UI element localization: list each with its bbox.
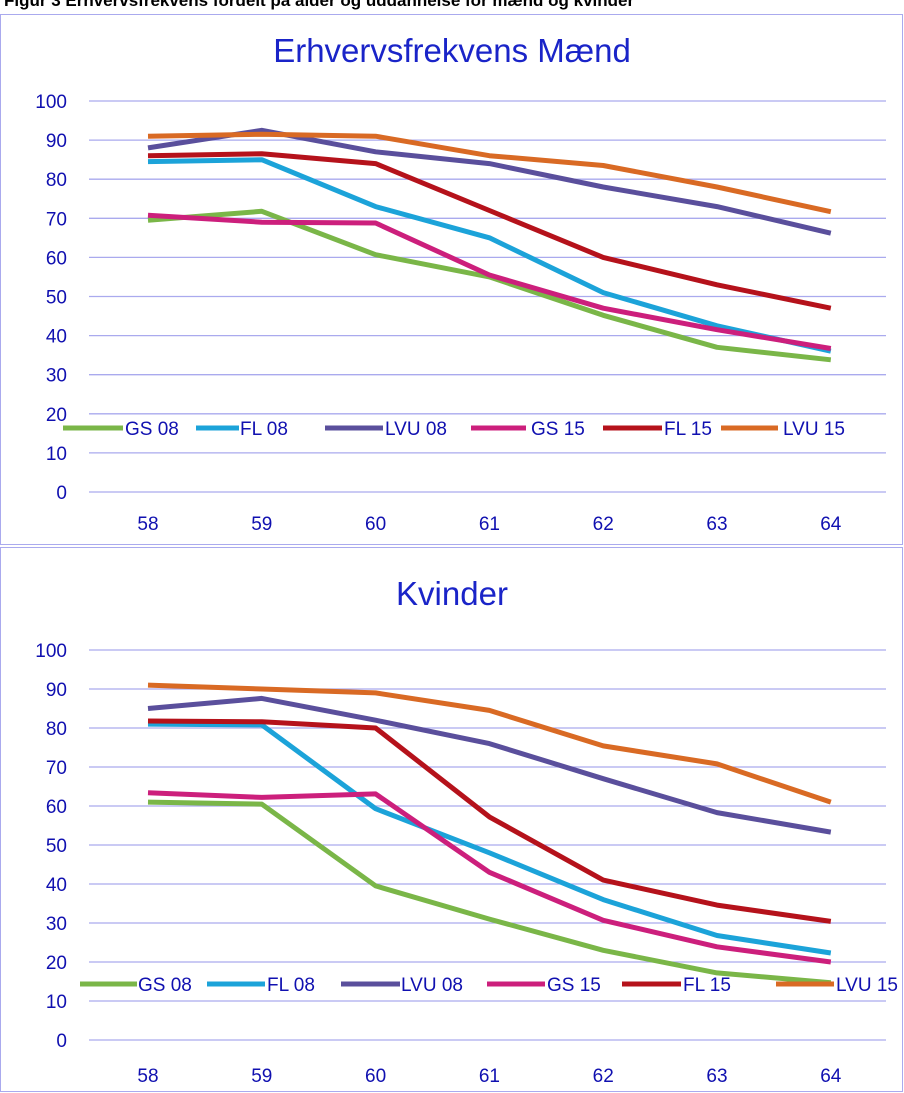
y-tick-label: 40 (46, 327, 67, 348)
legend-label-gs-15: GS 15 (531, 419, 585, 440)
y-tick-label: 70 (46, 758, 67, 779)
y-tick-label: 50 (46, 288, 67, 309)
y-tick-label: 20 (46, 405, 67, 426)
legend-label-fl-08: FL 08 (267, 975, 315, 996)
legend-label-gs-08: GS 08 (138, 975, 192, 996)
x-tick-label: 63 (706, 1066, 727, 1087)
legend-label-fl-15: FL 15 (664, 419, 712, 440)
legend-label-gs-15: GS 15 (547, 975, 601, 996)
y-tick-label: 80 (46, 170, 67, 191)
chart-men: Erhvervsfrekvens Mænd 0 10 20 30 40 50 60 70 80 90… (1, 15, 904, 546)
y-tick-label: 70 (46, 209, 67, 230)
x-tick-label: 61 (479, 514, 500, 535)
series-line-fl-15 (148, 721, 831, 921)
series-line-lvu-15 (148, 134, 831, 212)
y-tick-label: 100 (35, 641, 67, 662)
y-tick-label: 80 (46, 719, 67, 740)
x-tick-label: 61 (479, 1066, 500, 1087)
x-tick-label: 59 (251, 514, 272, 535)
x-tick-label: 59 (251, 1066, 272, 1087)
y-tick-label: 40 (46, 875, 67, 896)
x-tick-label: 64 (820, 514, 842, 535)
y-tick-label: 30 (46, 366, 67, 387)
x-tick-label: 62 (593, 514, 614, 535)
caption-fragment: Figur 3 Erhvervsfrekvens fordelt på alde… (0, 0, 904, 14)
y-tick-label: 10 (46, 992, 67, 1013)
chart-panel-women: Kvinder 0 10 20 30 40 50 60 70 80 90 100 58 59 60 61 62 6… (0, 547, 903, 1092)
series-line-fl-15 (148, 154, 831, 308)
y-tick-label: 10 (46, 444, 67, 465)
y-tick-label: 50 (46, 836, 67, 857)
y-tick-label: 100 (35, 92, 67, 113)
series-line-gs-08 (148, 802, 831, 983)
y-tick-label: 0 (56, 483, 67, 504)
x-tick-label: 60 (365, 514, 386, 535)
x-tick-label: 58 (137, 1066, 158, 1087)
chart-panel-men: Erhvervsfrekvens Mænd 0 10 20 30 40 50 60 70 80 90… (0, 14, 903, 545)
legend-label-fl-15: FL 15 (683, 975, 731, 996)
y-tick-label: 90 (46, 680, 67, 701)
x-tick-label: 58 (137, 514, 158, 535)
caption-text: Figur 3 Erhvervsfrekvens fordelt på alde… (4, 0, 634, 11)
y-tick-label: 90 (46, 131, 67, 152)
chart-women: Kvinder 0 10 20 30 40 50 60 70 80 90 100 58 59 60 61 62 6… (1, 548, 904, 1093)
x-tick-label: 60 (365, 1066, 386, 1087)
legend-label-lvu-08: LVU 08 (401, 975, 463, 996)
chart-title: Erhvervsfrekvens Mænd (273, 32, 631, 69)
x-tick-label: 62 (593, 1066, 614, 1087)
y-tick-label: 20 (46, 953, 67, 974)
legend-label-lvu-15: LVU 15 (836, 975, 898, 996)
legend-label-lvu-15: LVU 15 (783, 419, 845, 440)
x-tick-label: 64 (820, 1066, 842, 1087)
y-tick-label: 30 (46, 914, 67, 935)
y-tick-label: 0 (56, 1031, 67, 1052)
y-tick-label: 60 (46, 797, 67, 818)
legend-label-fl-08: FL 08 (240, 419, 288, 440)
legend-label-lvu-08: LVU 08 (385, 419, 447, 440)
x-tick-label: 63 (706, 514, 727, 535)
chart-title: Kvinder (396, 575, 508, 612)
legend-label-gs-08: GS 08 (125, 419, 179, 440)
y-tick-label: 60 (46, 248, 67, 269)
